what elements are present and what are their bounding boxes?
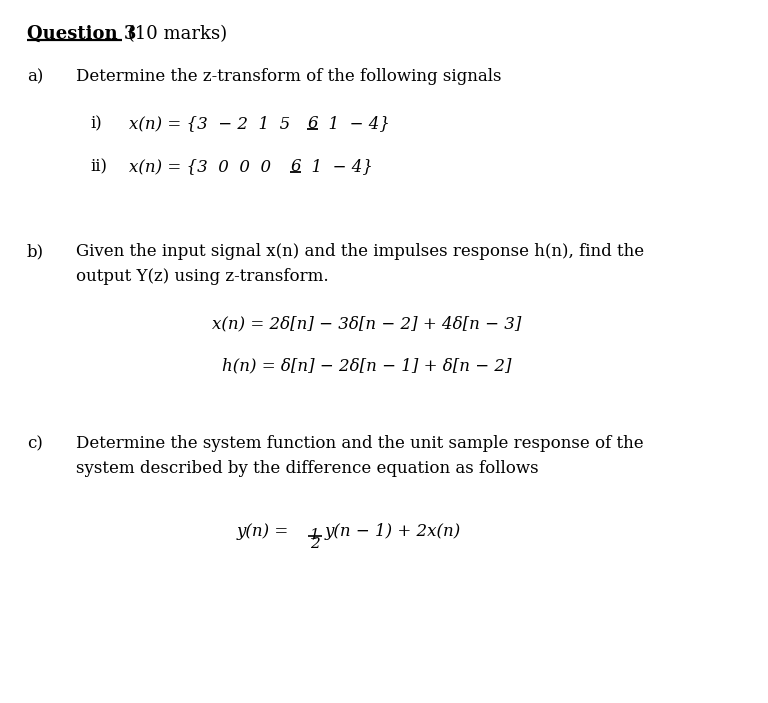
Text: output Y(z) using z-transform.: output Y(z) using z-transform. <box>76 268 329 285</box>
Text: 6: 6 <box>290 158 301 175</box>
Text: Given the input signal x(n) and the impulses response h(n), find the: Given the input signal x(n) and the impu… <box>76 243 644 260</box>
Text: ii): ii) <box>91 158 108 175</box>
Text: y(n − 1) + 2x(n): y(n − 1) + 2x(n) <box>325 522 461 539</box>
Text: 6: 6 <box>307 115 318 132</box>
Text: a): a) <box>27 68 43 85</box>
Text: x(n) = {3  − 2  1  5: x(n) = {3 − 2 1 5 <box>129 115 300 132</box>
Text: Determine the system function and the unit sample response of the: Determine the system function and the un… <box>76 435 644 452</box>
Text: Question 3: Question 3 <box>27 25 136 43</box>
Text: Determine the z-transform of the following signals: Determine the z-transform of the followi… <box>76 68 502 85</box>
Text: b): b) <box>27 243 44 260</box>
Text: i): i) <box>91 115 102 132</box>
Text: 2: 2 <box>310 537 319 551</box>
Text: h(n) = δ[n] − 2δ[n − 1] + δ[n − 2]: h(n) = δ[n] − 2δ[n − 1] + δ[n − 2] <box>222 357 511 374</box>
Text: 1  − 4}: 1 − 4} <box>318 115 390 132</box>
Text: 1: 1 <box>310 528 319 542</box>
Text: c): c) <box>27 435 42 452</box>
Text: y(n) =: y(n) = <box>237 522 294 539</box>
Text: 1  − 4}: 1 − 4} <box>301 158 372 175</box>
Text: system described by the difference equation as follows: system described by the difference equat… <box>76 460 539 477</box>
Text: x(n) = {3  0  0  0: x(n) = {3 0 0 0 <box>129 158 282 175</box>
Text: (10 marks): (10 marks) <box>122 25 227 43</box>
Text: x(n) = 2δ[n] − 3δ[n − 2] + 4δ[n − 3]: x(n) = 2δ[n] − 3δ[n − 2] + 4δ[n − 3] <box>212 315 521 332</box>
